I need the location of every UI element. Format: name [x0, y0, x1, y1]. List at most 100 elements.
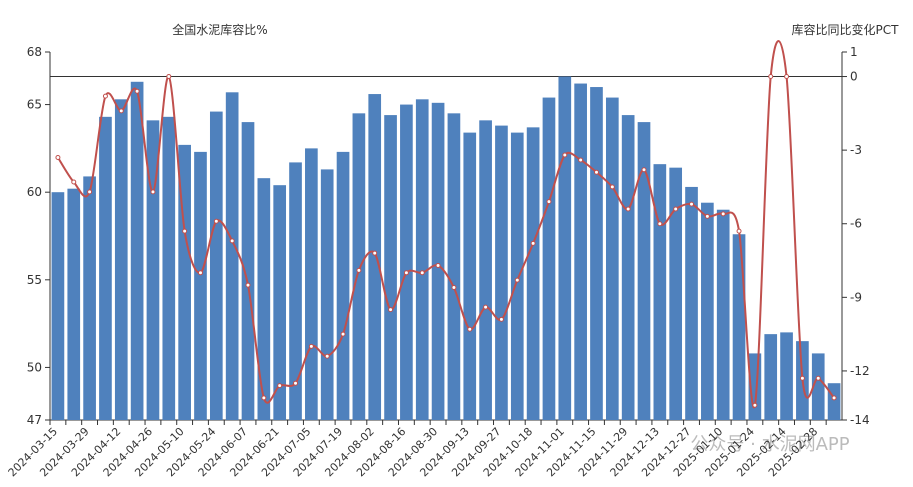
bar	[653, 164, 667, 420]
line-point	[467, 326, 473, 332]
y2-tick-label: -6	[850, 217, 862, 231]
line-point	[736, 228, 742, 234]
line-point	[340, 331, 346, 337]
bar	[764, 334, 778, 420]
bar	[257, 178, 271, 420]
bar	[67, 188, 81, 420]
line-point	[293, 380, 299, 386]
line-point	[815, 375, 821, 381]
y2-tick-label: -12	[850, 364, 870, 378]
line-point	[150, 189, 156, 195]
y-tick-label: 50	[27, 360, 42, 374]
line-point	[356, 267, 362, 273]
line-point	[308, 343, 314, 349]
bar	[542, 97, 556, 421]
line-point	[87, 189, 93, 195]
y2-tick-label: 1	[850, 45, 858, 59]
y-tick-label: 65	[27, 98, 42, 112]
bar	[431, 102, 445, 421]
line-point	[720, 211, 726, 217]
line-point	[213, 218, 219, 224]
bar	[811, 353, 825, 420]
bar	[336, 151, 350, 420]
line-point	[641, 167, 647, 173]
bar	[99, 116, 112, 420]
line-point	[768, 74, 774, 80]
y2-tick-label: -9	[850, 290, 862, 304]
line-point	[71, 179, 77, 185]
bar	[590, 87, 603, 421]
bar	[194, 151, 207, 420]
bar	[384, 115, 397, 420]
bar	[780, 332, 793, 420]
bar	[637, 122, 651, 420]
bar	[51, 192, 65, 420]
bar	[130, 81, 144, 421]
line-point	[593, 169, 599, 175]
line-point	[277, 383, 283, 389]
line-point	[799, 375, 805, 381]
line-point	[261, 395, 267, 401]
line-point	[324, 353, 330, 359]
line-point	[498, 316, 504, 322]
bar	[352, 113, 366, 420]
line-point	[530, 240, 536, 246]
line	[57, 40, 835, 409]
y-tick-label: 68	[27, 45, 42, 59]
line-point	[118, 108, 124, 114]
line-point	[229, 238, 235, 244]
line-point	[609, 184, 615, 190]
bar	[732, 234, 746, 420]
bar	[574, 83, 587, 421]
bar	[162, 116, 176, 420]
bar	[146, 120, 160, 420]
bar	[526, 127, 540, 420]
line-point	[562, 152, 568, 158]
line-point	[451, 285, 457, 291]
line-point	[752, 402, 758, 408]
line-point	[546, 199, 552, 205]
line-point	[514, 277, 520, 283]
y-axis-title: 全国水泥库容比%	[172, 22, 267, 37]
y2-tick-label: 0	[850, 70, 858, 84]
line-point	[403, 270, 409, 276]
bar	[621, 115, 635, 420]
line-point	[578, 157, 584, 163]
bar	[447, 113, 461, 420]
y-tick-label: 60	[27, 185, 42, 199]
line-point	[657, 221, 663, 227]
bar	[479, 120, 492, 420]
bar	[83, 176, 96, 420]
line-point	[435, 262, 441, 268]
y-tick-label: 47	[27, 413, 42, 427]
bar	[114, 99, 128, 421]
bar	[463, 132, 477, 420]
line-point	[784, 74, 790, 80]
line-point	[704, 213, 710, 219]
bar	[273, 185, 287, 420]
bar	[178, 144, 191, 420]
line-point	[625, 206, 631, 212]
y2-tick-label: -3	[850, 143, 862, 157]
bar	[225, 92, 239, 421]
bar	[495, 125, 508, 420]
line-point	[831, 395, 837, 401]
line-point	[166, 74, 172, 80]
line-point	[419, 270, 425, 276]
line-point	[197, 270, 203, 276]
bar	[605, 97, 619, 421]
line-point	[483, 304, 489, 310]
line-point	[134, 88, 140, 94]
watermark: 公众号 · 水泥网APP	[690, 434, 849, 455]
line-point	[372, 250, 378, 256]
line-point	[245, 282, 251, 288]
bar	[701, 202, 714, 420]
bar	[289, 162, 302, 420]
bar	[415, 99, 429, 421]
bar	[368, 94, 382, 421]
bar	[510, 132, 524, 420]
bar	[209, 111, 223, 420]
line-point	[673, 206, 679, 212]
line-point	[689, 201, 695, 207]
